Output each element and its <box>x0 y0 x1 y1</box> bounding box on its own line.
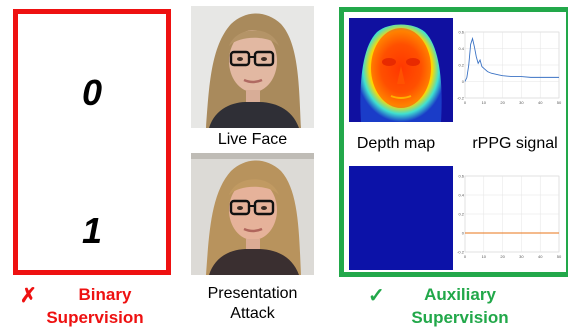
live-face-photo <box>191 6 314 128</box>
chart-1-xtick-1: 10 <box>482 254 487 259</box>
label-one: 1 <box>81 210 103 251</box>
chart-0-xtick-0: 0 <box>464 100 467 105</box>
chart-1-xtick-2: 20 <box>500 254 505 259</box>
chart-0-ytick-0: -0.2 <box>457 96 465 101</box>
chart-0-ytick-4: 0.6 <box>458 30 464 35</box>
binary-title-line2: Supervision <box>46 308 144 327</box>
chart-1-xtick-3: 30 <box>519 254 524 259</box>
binary-supervision-box <box>13 9 171 275</box>
label-zero: 0 <box>81 72 103 113</box>
auxiliary-title-line2: Supervision <box>411 308 509 327</box>
chart-0-ytick-3: 0.4 <box>458 46 464 51</box>
chart-0-xtick-5: 50 <box>557 100 562 105</box>
attack-label-line2: Attack <box>230 305 275 322</box>
chart-1-xtick-5: 50 <box>557 254 562 259</box>
check-icon: ✓ <box>368 285 385 307</box>
chart-0-xtick-1: 10 <box>482 100 487 105</box>
rppg-plot-attack: -0.200.20.40.60 10 20 30 40 50 <box>457 174 562 260</box>
rppg-signal-label: rPPG signal <box>472 135 558 152</box>
rppg-chart-live: -0.2 0 0.2 0.4 0.6 0 10 20 30 40 50 <box>455 28 563 108</box>
chart-0-xtick-4: 40 <box>538 100 543 105</box>
rppg-plot-live: -0.200.20.40.60 10 20 30 40 50 <box>457 30 562 106</box>
binary-title-line1: Binary <box>78 285 132 304</box>
chart-1-ytick-2: 0.2 <box>458 212 464 217</box>
auxiliary-title-line1: Auxiliary <box>424 285 496 304</box>
presentation-attack-photo <box>191 153 314 275</box>
cross-icon: ✗ <box>20 285 37 307</box>
chart-0-ytick-2: 0.2 <box>458 63 464 68</box>
chart-0-ytick-1: 0 <box>462 79 465 84</box>
chart-0-xtick-2: 20 <box>500 100 505 105</box>
depth-map-attack <box>349 166 453 270</box>
auxiliary-supervision-box <box>339 7 568 277</box>
chart-1-ytick-3: 0.4 <box>458 193 464 198</box>
chart-1-ytick-1: 0 <box>462 231 465 236</box>
attack-label-line1: Presentation <box>207 285 298 302</box>
live-face-label: Live Face <box>217 131 288 148</box>
chart-1-ytick-4: 0.6 <box>458 174 464 179</box>
depth-map-live <box>349 18 453 122</box>
chart-1-xtick-4: 40 <box>538 254 543 259</box>
chart-0-series-line-0 <box>464 36 559 82</box>
rppg-chart-attack: -0.2 0 0.2 0.4 0.6 0 10 20 30 40 50 <box>455 172 563 262</box>
chart-0-xtick-3: 30 <box>519 100 524 105</box>
chart-1-ytick-0: -0.2 <box>457 250 465 255</box>
chart-1-xtick-0: 0 <box>464 254 467 259</box>
depth-map-label: Depth map <box>356 135 436 152</box>
